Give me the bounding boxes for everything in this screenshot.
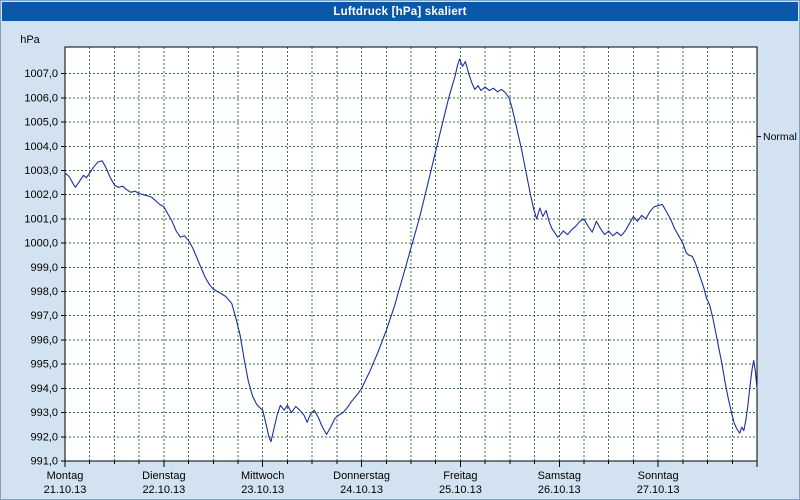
day-name-label: Mittwoch bbox=[241, 470, 284, 482]
day-date-label: 24.10.13 bbox=[340, 484, 383, 496]
y-tick-label: 1001,0 bbox=[24, 213, 58, 225]
normal-label: Normal bbox=[763, 131, 797, 143]
y-tick-label: 996,0 bbox=[30, 334, 58, 346]
plot-area bbox=[65, 47, 757, 461]
day-name-label: Freitag bbox=[443, 470, 477, 482]
window-title: Luftdruck [hPa] skaliert bbox=[333, 5, 467, 18]
y-tick-label: 1000,0 bbox=[24, 238, 58, 250]
y-tick-label: 1002,0 bbox=[24, 189, 58, 201]
day-name-label: Dienstag bbox=[142, 470, 185, 482]
y-tick-label: 998,0 bbox=[30, 286, 58, 298]
pressure-line bbox=[64, 58, 758, 443]
day-date-label: 26.10.13 bbox=[538, 484, 581, 496]
y-tick-label: 1004,0 bbox=[24, 141, 58, 153]
day-date-label: 23.10.13 bbox=[241, 484, 284, 496]
day-name-label: Donnerstag bbox=[333, 470, 390, 482]
y-tick-label: 997,0 bbox=[30, 310, 58, 322]
y-tick-label: 1007,0 bbox=[24, 68, 58, 80]
y-tick-label: 992,0 bbox=[30, 431, 58, 443]
y-tick-label: 993,0 bbox=[30, 407, 58, 419]
y-tick-label: 999,0 bbox=[30, 262, 58, 274]
day-name-label: Montag bbox=[47, 470, 84, 482]
day-date-label: 25.10.13 bbox=[439, 484, 482, 496]
window-title-bar[interactable]: Luftdruck [hPa] skaliert bbox=[2, 2, 798, 21]
day-name-label: Sonntag bbox=[638, 470, 679, 482]
day-date-label: 27.10.13 bbox=[637, 484, 680, 496]
day-date-label: 22.10.13 bbox=[142, 484, 185, 496]
y-tick-label: 1006,0 bbox=[24, 92, 58, 104]
pressure-chart: 991,0 992,0 993,0 994,0 995,0 996,0 997,0 998,0… bbox=[20, 34, 797, 496]
y-tick-label: 994,0 bbox=[30, 383, 58, 395]
y-tick-label: 1005,0 bbox=[24, 117, 58, 129]
y-axis-unit: hPa bbox=[20, 34, 40, 46]
y-tick-label: 991,0 bbox=[30, 456, 58, 468]
y-tick-label: 1003,0 bbox=[24, 165, 58, 177]
day-name-label: Samstag bbox=[538, 470, 581, 482]
day-date-label: 21.10.13 bbox=[44, 484, 87, 496]
y-tick-label: 995,0 bbox=[30, 359, 58, 371]
